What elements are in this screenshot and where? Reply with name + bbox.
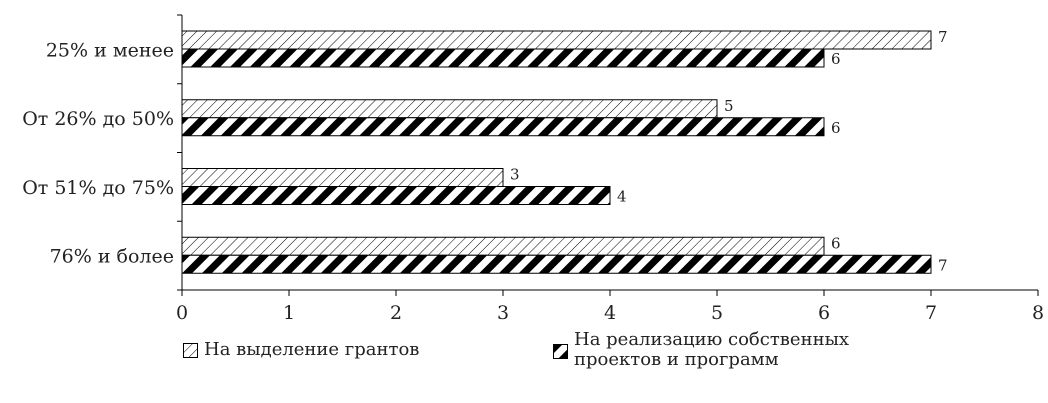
x-tick-label: 0 — [176, 302, 188, 324]
x-tick-label: 4 — [604, 302, 616, 324]
value-label: 4 — [617, 188, 627, 206]
value-label: 7 — [938, 28, 948, 46]
x-tick-label: 3 — [497, 302, 509, 324]
bar — [181, 48, 825, 68]
bar — [181, 236, 825, 256]
chart: 0 1 2 3 4 5 6 7 8 25% и менее 7 6 От 26% до 50% 5 6 От … — [22, 14, 1044, 324]
legend-item: На выделение грантов — [183, 340, 419, 360]
legend-swatch — [553, 344, 568, 359]
y-tick-label: От 51% до 75% — [22, 177, 174, 199]
value-label: 6 — [831, 119, 841, 137]
x-tick-label: 7 — [925, 302, 937, 324]
value-label: 6 — [831, 234, 841, 252]
legend-label: На реализацию собственных проектов и про… — [574, 329, 850, 370]
x-tick-label: 8 — [1032, 302, 1044, 324]
bar — [181, 30, 932, 50]
legend-item: На реализацию собственных проектов и про… — [553, 330, 953, 370]
x-tick-label: 1 — [283, 302, 295, 324]
value-label: 3 — [510, 166, 520, 184]
bar — [181, 117, 825, 137]
x-tick-label: 2 — [390, 302, 402, 324]
legend-swatch — [183, 343, 198, 358]
bar — [181, 254, 932, 274]
y-tick-label: 25% и менее — [46, 39, 174, 61]
x-tick-label: 5 — [711, 302, 723, 324]
value-label: 5 — [724, 97, 734, 115]
x-tick-label: 6 — [818, 302, 830, 324]
bar — [181, 186, 611, 205]
value-label: 7 — [938, 256, 948, 274]
bar — [181, 99, 718, 119]
bar — [181, 168, 504, 187]
y-tick-label: От 26% до 50% — [22, 108, 174, 130]
value-label: 6 — [831, 50, 841, 68]
y-tick-label: 76% и более — [50, 246, 174, 268]
legend-label: На выделение грантов — [204, 339, 420, 360]
